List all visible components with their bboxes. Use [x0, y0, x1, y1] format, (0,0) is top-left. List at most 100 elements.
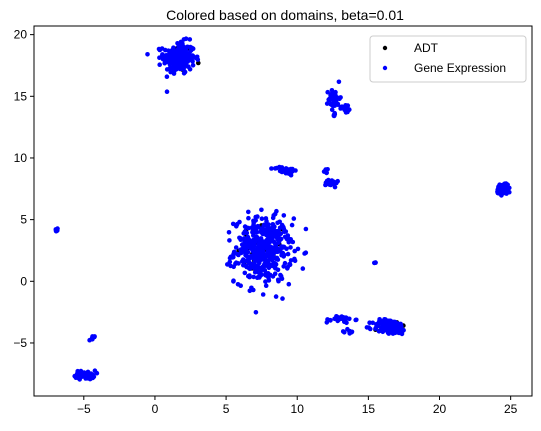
point-gene-expression [303, 226, 309, 232]
point-gene-expression [256, 274, 261, 280]
point-gene-expression [257, 254, 263, 259]
point-gene-expression [285, 237, 291, 242]
point-gene-expression [247, 273, 252, 279]
point-gene-expression [393, 323, 399, 329]
x-axis: −5 0 5 10 15 20 25 [77, 396, 518, 416]
point-gene-expression [177, 62, 183, 68]
point-gene-expression [230, 255, 235, 260]
x-tick-label: 5 [223, 402, 230, 416]
point-gene-expression [386, 331, 392, 336]
point-gene-expression [324, 101, 330, 106]
point-gene-expression [503, 183, 508, 189]
point-gene-expression [157, 62, 162, 67]
point-gene-expression [262, 257, 268, 263]
y-tick-label: −5 [13, 336, 27, 350]
point-gene-expression [240, 246, 245, 252]
point-gene-expression [247, 266, 253, 272]
point-gene-expression [246, 209, 251, 215]
point-gene-expression [253, 310, 259, 315]
point-gene-expression [346, 107, 351, 113]
x-tick-label: 20 [433, 402, 447, 416]
point-gene-expression [283, 167, 288, 173]
point-gene-expression [279, 222, 285, 228]
point-gene-expression [251, 233, 256, 238]
point-gene-expression [261, 243, 267, 249]
data-points-layer [53, 36, 512, 382]
point-gene-expression [332, 93, 337, 99]
point-gene-expression [259, 216, 265, 221]
point-gene-expression [329, 181, 334, 187]
point-gene-expression [171, 68, 177, 73]
point-gene-expression [157, 55, 162, 60]
point-gene-expression [293, 168, 298, 173]
point-gene-expression [379, 326, 385, 332]
point-gene-expression [347, 331, 353, 336]
point-gene-expression [263, 279, 268, 284]
point-gene-expression [249, 225, 255, 230]
point-gene-expression [226, 230, 232, 235]
point-gene-expression [329, 107, 335, 112]
point-gene-expression [181, 48, 186, 53]
point-gene-expression [227, 238, 232, 243]
point-gene-expression [499, 186, 504, 191]
point-gene-expression [177, 51, 182, 56]
point-gene-expression [260, 226, 265, 231]
legend-label-gene-expression: Gene Expression [414, 61, 506, 75]
y-tick-label: 0 [20, 274, 27, 288]
legend-marker-gene-expression [382, 65, 388, 71]
point-gene-expression [269, 232, 275, 238]
point-gene-expression [186, 51, 191, 57]
point-gene-expression [285, 251, 291, 257]
point-gene-expression [332, 110, 338, 116]
point-gene-expression [286, 281, 292, 287]
point-gene-expression [339, 104, 345, 109]
point-gene-expression [189, 47, 194, 53]
point-gene-expression [178, 39, 184, 45]
point-gene-expression [364, 325, 370, 330]
point-gene-expression [225, 262, 230, 267]
point-gene-expression [167, 60, 173, 65]
point-gene-expression [374, 324, 379, 330]
x-tick-label: 10 [291, 402, 305, 416]
point-gene-expression [265, 246, 270, 252]
point-gene-expression [245, 241, 251, 247]
point-gene-expression [242, 239, 247, 244]
point-gene-expression [302, 251, 307, 256]
point-gene-expression [278, 273, 284, 279]
point-gene-expression [340, 329, 346, 334]
point-gene-expression [253, 236, 259, 242]
point-gene-expression [159, 46, 165, 51]
point-gene-expression [266, 239, 272, 245]
point-gene-expression [263, 253, 269, 259]
point-gene-expression [373, 260, 378, 266]
legend-marker-adt [382, 45, 388, 51]
point-gene-expression [254, 263, 260, 269]
point-gene-expression [254, 255, 259, 261]
x-tick-label: 15 [362, 402, 376, 416]
point-gene-expression [281, 264, 287, 269]
point-gene-expression [265, 271, 271, 276]
point-gene-expression [270, 274, 276, 279]
point-gene-expression [94, 370, 100, 376]
point-gene-expression [327, 96, 333, 101]
point-gene-expression [190, 63, 196, 68]
point-gene-expression [268, 256, 274, 262]
point-gene-expression [295, 246, 301, 252]
point-gene-expression [262, 222, 267, 228]
point-gene-expression [377, 318, 383, 324]
point-gene-expression [342, 319, 347, 325]
point-gene-expression [336, 79, 342, 85]
point-gene-expression [398, 322, 404, 328]
y-axis: −5 0 5 10 15 20 [13, 28, 34, 350]
point-gene-expression [92, 334, 97, 339]
point-gene-expression [179, 55, 185, 61]
point-gene-expression [256, 270, 262, 276]
point-gene-expression [251, 287, 256, 293]
point-gene-expression [231, 279, 236, 284]
point-gene-expression [275, 228, 280, 234]
point-gene-expression [266, 222, 271, 227]
point-gene-expression [280, 296, 285, 301]
point-gene-expression [230, 221, 236, 227]
point-gene-expression [243, 252, 248, 258]
